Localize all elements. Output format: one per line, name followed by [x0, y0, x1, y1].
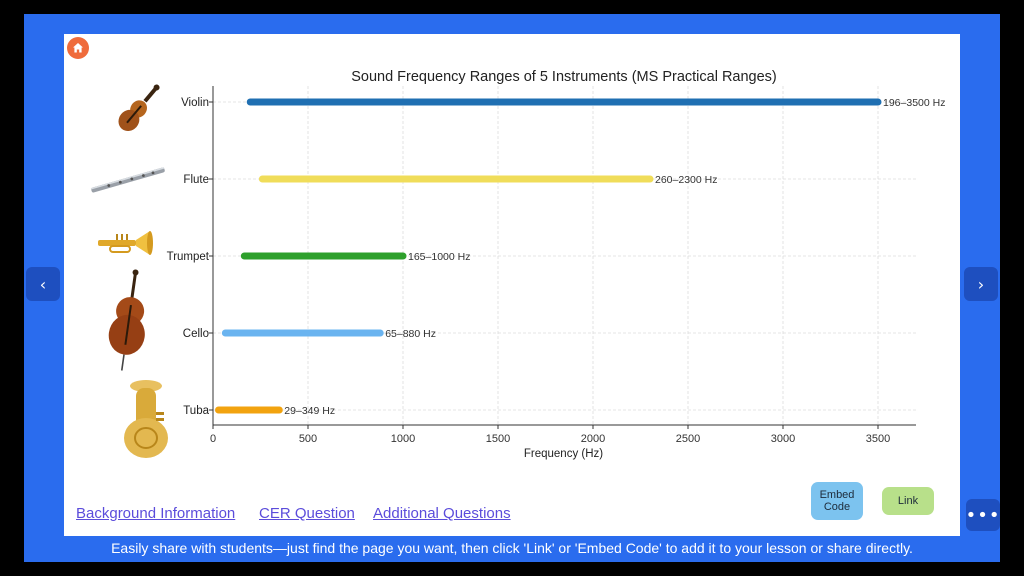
tuba-icon: [124, 380, 168, 458]
instrument-label: Violin: [181, 97, 209, 109]
instrument-label: Cello: [183, 328, 209, 340]
instrument-label: Trumpet: [167, 251, 210, 263]
violin-icon: [118, 84, 160, 132]
x-tick-label: 1000: [391, 433, 415, 445]
chevron-left-icon: ‹: [39, 274, 47, 294]
embed-code-button[interactable]: Embed Code: [811, 482, 863, 520]
x-tick-label: 0: [210, 433, 216, 445]
range-label: 196–3500 Hz: [883, 97, 945, 109]
embed-code-label: Embed Code: [819, 489, 855, 513]
more-dots-icon: •••: [965, 504, 1001, 526]
x-tick-label: 3000: [771, 433, 795, 445]
range-label: 65–880 Hz: [385, 328, 436, 340]
chart-grid: [212, 86, 916, 425]
chart-title: Sound Frequency Ranges of 5 Instruments …: [351, 69, 777, 85]
chart-axes: 0 500 1000 1500 2000 2500 3000 3500 Frequency (H…: [167, 86, 916, 460]
instrument-label: Flute: [183, 174, 209, 186]
chart-bars: 196–3500 Hz 260–2300 Hz 165–1000 Hz 65–880 …: [215, 97, 945, 417]
cer-question-link[interactable]: CER Question: [259, 505, 355, 522]
chevron-right-icon: ›: [977, 274, 985, 294]
range-label: 260–2300 Hz: [655, 174, 717, 186]
x-tick-label: 2000: [581, 433, 605, 445]
link-label: Link: [897, 495, 919, 507]
x-tick-label: 500: [299, 433, 317, 445]
range-label: 29–349 Hz: [284, 405, 335, 417]
x-tick-label: 2500: [676, 433, 700, 445]
more-options-button[interactable]: •••: [966, 499, 1000, 531]
instrument-label: Tuba: [183, 405, 209, 417]
x-axis-label: Frequency (Hz): [524, 448, 603, 460]
trumpet-icon: [98, 231, 153, 255]
instrument-icons: [90, 84, 168, 458]
next-slide-button[interactable]: ›: [964, 267, 998, 301]
x-tick-label: 1500: [486, 433, 510, 445]
background-information-link[interactable]: Background Information: [76, 505, 236, 522]
range-label: 165–1000 Hz: [408, 251, 470, 263]
home-button[interactable]: [67, 37, 89, 59]
prev-slide-button[interactable]: ‹: [26, 267, 60, 301]
home-icon: [73, 43, 83, 53]
x-tick-label: 3500: [866, 433, 890, 445]
link-button[interactable]: Link: [882, 487, 934, 515]
share-instructions-caption: Easily share with students—just find the…: [111, 540, 913, 556]
additional-questions-link[interactable]: Additional Questions: [373, 505, 511, 522]
frequency-range-chart: Sound Frequency Ranges of 5 Instruments …: [90, 69, 945, 460]
flute-icon: [90, 167, 165, 193]
cello-icon: [108, 269, 145, 371]
